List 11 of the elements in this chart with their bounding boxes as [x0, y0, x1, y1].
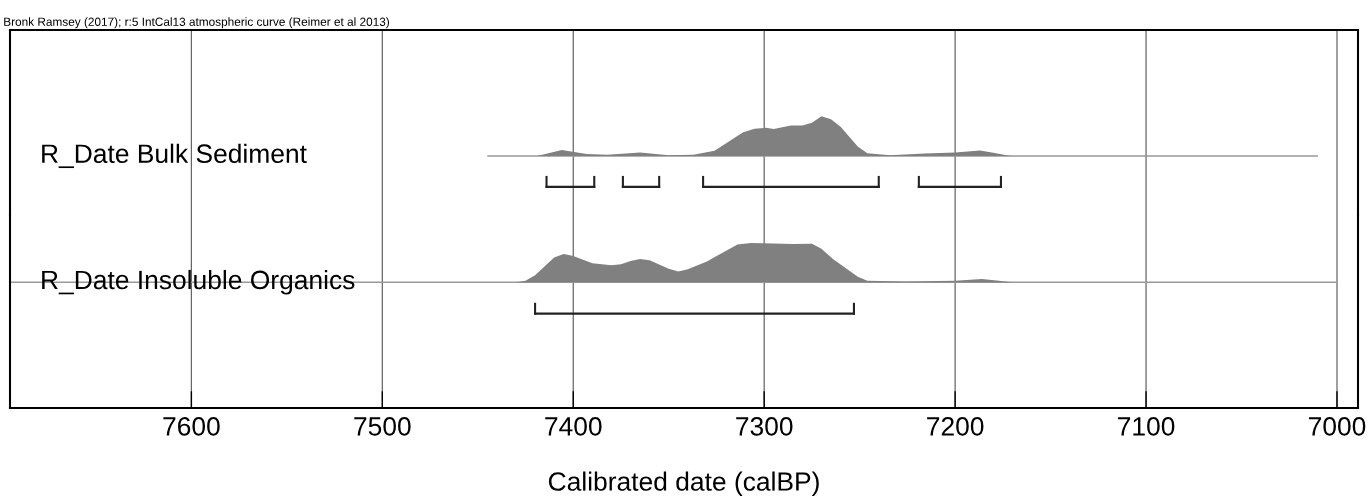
chart-title: Bronk Ramsey (2017); r:5 IntCal13 atmospheric curve (Reimer et al 2013) — [4, 17, 389, 29]
x-tick-label: 7500 — [354, 417, 411, 436]
x-tick-label: 7000 — [1309, 417, 1366, 436]
x-tick-label: 7400 — [545, 417, 602, 436]
series-label: R_Date Insoluble Organics — [42, 269, 355, 295]
x-tick-label: 7100 — [1118, 417, 1175, 436]
x-tick-label: 7600 — [163, 417, 220, 436]
x-axis-title: Calibrated date (calBP) — [548, 471, 819, 497]
x-tick-label: 7200 — [927, 417, 984, 436]
text: R_Date Bulk Sediment — [42, 143, 307, 169]
x-tick-label: 7300 — [736, 417, 793, 436]
